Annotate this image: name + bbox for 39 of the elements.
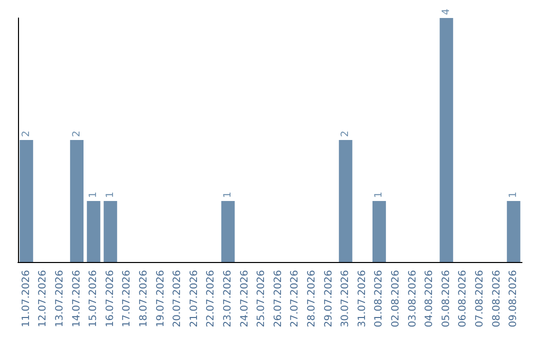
- x-tick-label: 29.07.2026: [323, 270, 334, 328]
- x-tick-label: 11.07.2026: [20, 270, 32, 328]
- data-label: 2: [20, 130, 32, 137]
- x-tick-label: 05.08.2026: [440, 270, 452, 328]
- x-tick-label: 03.08.2026: [407, 270, 418, 328]
- x-tick-label: 28.07.2026: [306, 270, 318, 328]
- x-tick-label: 16.07.2026: [104, 270, 116, 328]
- data-label: 1: [374, 192, 385, 198]
- x-tick-label: 04.08.2026: [424, 270, 436, 328]
- x-tick-label: 24.07.2026: [239, 270, 250, 328]
- x-tick-label: 07.08.2026: [474, 270, 486, 328]
- x-tick-label: 30.07.2026: [340, 270, 352, 328]
- x-tick-label: 12.07.2026: [38, 270, 49, 328]
- x-tick-label: 22.07.2026: [206, 270, 217, 328]
- data-label: 1: [222, 192, 234, 198]
- x-tick-label: 15.07.2026: [88, 270, 100, 328]
- x-tick-label: 23.07.2026: [222, 270, 234, 328]
- x-tick-label: 08.08.2026: [491, 270, 502, 328]
- x-tick-label: 06.08.2026: [458, 270, 469, 328]
- x-tick-label: 01.08.2026: [374, 270, 385, 328]
- x-tick-label: 20.07.2026: [172, 270, 184, 328]
- data-label: 1: [104, 192, 116, 198]
- data-label: 4: [440, 8, 452, 15]
- x-tick-label: 31.07.2026: [356, 270, 368, 328]
- x-tick-label: 21.07.2026: [188, 270, 200, 328]
- x-tick-label: 19.07.2026: [155, 270, 166, 328]
- x-tick-label: 18.07.2026: [138, 270, 150, 328]
- x-tick-label: 13.07.2026: [54, 270, 66, 328]
- data-label: 1: [508, 192, 520, 198]
- x-tick-label: 26.07.2026: [272, 270, 284, 328]
- x-tick-label: 27.07.2026: [290, 270, 301, 328]
- data-label: 1: [88, 192, 100, 198]
- x-tick-label: 25.07.2026: [256, 270, 268, 328]
- data-label: 2: [340, 130, 352, 137]
- data-label: 2: [71, 130, 82, 137]
- x-tick-label: 17.07.2026: [122, 270, 133, 328]
- x-tick-label: 14.07.2026: [71, 270, 82, 328]
- x-tick-label: 02.08.2026: [390, 270, 402, 328]
- x-tick-label: 09.08.2026: [508, 270, 520, 328]
